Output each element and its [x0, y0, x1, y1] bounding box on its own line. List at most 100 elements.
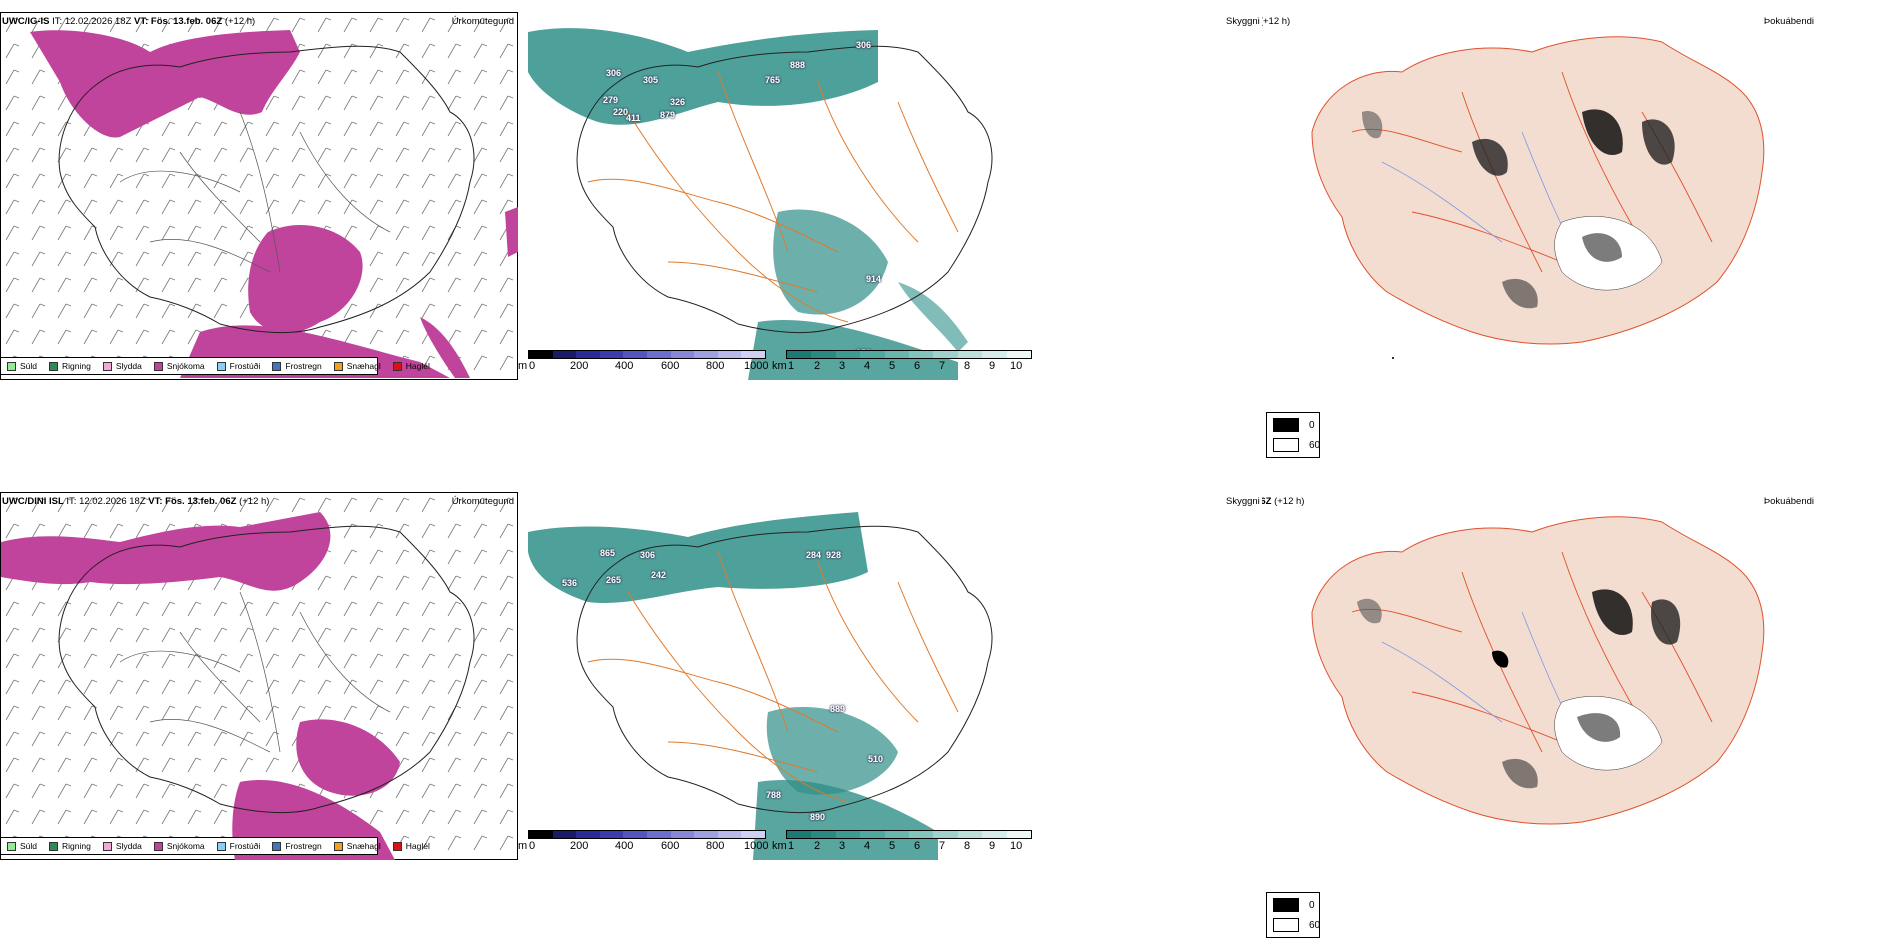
height-tick: 400	[615, 840, 634, 852]
visibility-tick: 10	[1010, 360, 1023, 372]
visibility-unit: km	[772, 840, 787, 852]
visibility-unit: km	[772, 360, 787, 372]
visibility-scale-bar	[786, 830, 1032, 839]
height-tick: 400	[615, 360, 634, 372]
model-name: UWC/IG-IS	[2, 16, 50, 27]
visibility-tick: 6	[914, 840, 921, 852]
legend-item: Snjókoma	[153, 361, 205, 371]
height-tick: 800	[706, 840, 725, 852]
fog-tick: 0	[1309, 899, 1315, 911]
legend-item: Haglél	[392, 841, 430, 851]
legend-item: Snjókoma	[153, 841, 205, 851]
visibility-tick: 10	[1010, 840, 1023, 852]
fog-scale-swatch	[1273, 418, 1299, 432]
visibility-value: 928	[826, 550, 842, 560]
precip-title: Úrkomutegund	[451, 16, 514, 27]
visibility-value: 306	[640, 550, 656, 560]
legend-swatch	[49, 361, 59, 371]
visibility-tick: 7	[939, 360, 946, 372]
visibility-tick: 1	[788, 360, 795, 372]
legend-item: Rigning	[49, 361, 91, 371]
visibility-tick: 8	[964, 360, 971, 372]
visibility-tick: 4	[864, 360, 871, 372]
fog-scale-swatch	[1273, 918, 1299, 932]
fog-title: Þokuábendi	[1763, 496, 1814, 507]
precip-map-graphic	[1, 493, 517, 860]
height-tick: 800	[706, 360, 725, 372]
height-scale: m 0 200 400 600 800 1000	[518, 350, 768, 374]
visibility-tick: 7	[939, 840, 946, 852]
visibility-value: 411	[626, 113, 641, 123]
legend-swatch	[153, 841, 163, 851]
visibility-value: 879	[660, 110, 676, 120]
legend-swatch	[392, 361, 402, 371]
fog-map-graphic	[1311, 36, 1765, 359]
visibility-value: 326	[670, 97, 686, 107]
fog-scale-swatch	[1273, 898, 1299, 912]
legend-swatch	[7, 841, 16, 851]
visibility-value: 788	[766, 790, 782, 800]
visibility-tick: 1	[788, 840, 795, 852]
visibility-title: Skyggni	[1226, 16, 1260, 27]
fog-map-graphic	[1311, 516, 1765, 825]
visibility-map-igis: 306 305 279 220 411 879 326 765 888 306 …	[518, 12, 1038, 380]
visibility-tick: 4	[864, 840, 871, 852]
height-scale-bar	[528, 830, 766, 839]
height-tick: 0	[529, 840, 536, 852]
legend-item: Rigning	[49, 841, 91, 851]
visibility-value: 265	[606, 575, 622, 585]
panel-header: UWC/IG-IS IT: 12.02.2026 18Z VT: Fös. 13…	[1262, 16, 1291, 27]
visibility-value: 510	[868, 754, 884, 764]
visibility-tick: 5	[889, 360, 896, 372]
visibility-value: 220	[613, 107, 629, 117]
panel-header: UWC/DINI ISL IT: 12.02.2026 18Z VT: Fös.…	[1262, 496, 1305, 507]
height-scale: m 0 200 400 600 800 1000	[518, 830, 768, 854]
height-tick: 1000	[744, 360, 769, 372]
legend-item: Súld	[7, 361, 37, 371]
visibility-map-graphic	[528, 512, 993, 860]
fog-title: Þokuábendi	[1763, 16, 1814, 27]
visibility-value: 914	[866, 274, 882, 284]
height-tick: 200	[570, 840, 589, 852]
visibility-value: 889	[830, 704, 846, 714]
fog-map-dini: UWC/DINI ISL IT: 12.02.2026 18Z VT: Fös.…	[1262, 492, 1900, 860]
legend-swatch	[392, 841, 402, 851]
legend-swatch	[7, 361, 16, 371]
visibility-value: 242	[651, 570, 667, 580]
visibility-value: 279	[603, 95, 619, 105]
it-value: 12.02.2026 18Z	[64, 16, 132, 27]
visibility-tick: 6	[914, 360, 921, 372]
fog-scale-swatch	[1273, 438, 1299, 452]
height-tick: 1000	[744, 840, 769, 852]
precip-type-map-dini: UWC/DINI ISL IT: 12.02.2026 18Z VT: Fös.…	[0, 492, 518, 860]
visibility-value: 306	[606, 68, 622, 78]
precip-title: Úrkomutegund	[451, 496, 514, 507]
visibility-value: 890	[810, 812, 826, 822]
legend-item: Frostúði	[216, 361, 260, 371]
legend-swatch	[333, 361, 343, 371]
visibility-tick: 3	[839, 840, 846, 852]
legend-item: Frostregn	[272, 841, 322, 851]
legend-item: Frostúði	[216, 841, 260, 851]
legend-item: Haglél	[392, 361, 430, 371]
legend-item: Slydda	[102, 841, 142, 851]
precip-legend: Súld Rigning Slydda Snjókoma Frostúði Fr…	[0, 837, 430, 855]
height-tick: 200	[570, 360, 589, 372]
height-tick: 0	[529, 360, 536, 372]
visibility-tick: 9	[989, 360, 996, 372]
visibility-scale-bar	[786, 350, 1032, 359]
visibility-tick: 9	[989, 840, 996, 852]
panel-header: UWC/DINI ISL IT: 12.02.2026 18Z VT: Fös.…	[2, 496, 270, 507]
precip-map-frame	[0, 12, 518, 380]
precip-type-map-igis: UWC/IG-IS IT: 12.02.2026 18Z VT: Fös. 13…	[0, 12, 518, 380]
legend-item: Snæhagl	[333, 841, 381, 851]
legend-swatch	[216, 361, 226, 371]
panel-header: UWC/IG-IS IT: 12.02.2026 18Z VT: Fös. 13…	[2, 16, 255, 28]
visibility-tick: 8	[964, 840, 971, 852]
height-scale-bar	[528, 350, 766, 359]
visibility-value: 305	[643, 75, 659, 85]
legend-swatch	[333, 841, 343, 851]
precip-legend: Súld Rigning Slydda Snjókoma Frostúði Fr…	[0, 357, 430, 375]
vt-label: VT:	[134, 16, 149, 27]
visibility-tick: 5	[889, 840, 896, 852]
